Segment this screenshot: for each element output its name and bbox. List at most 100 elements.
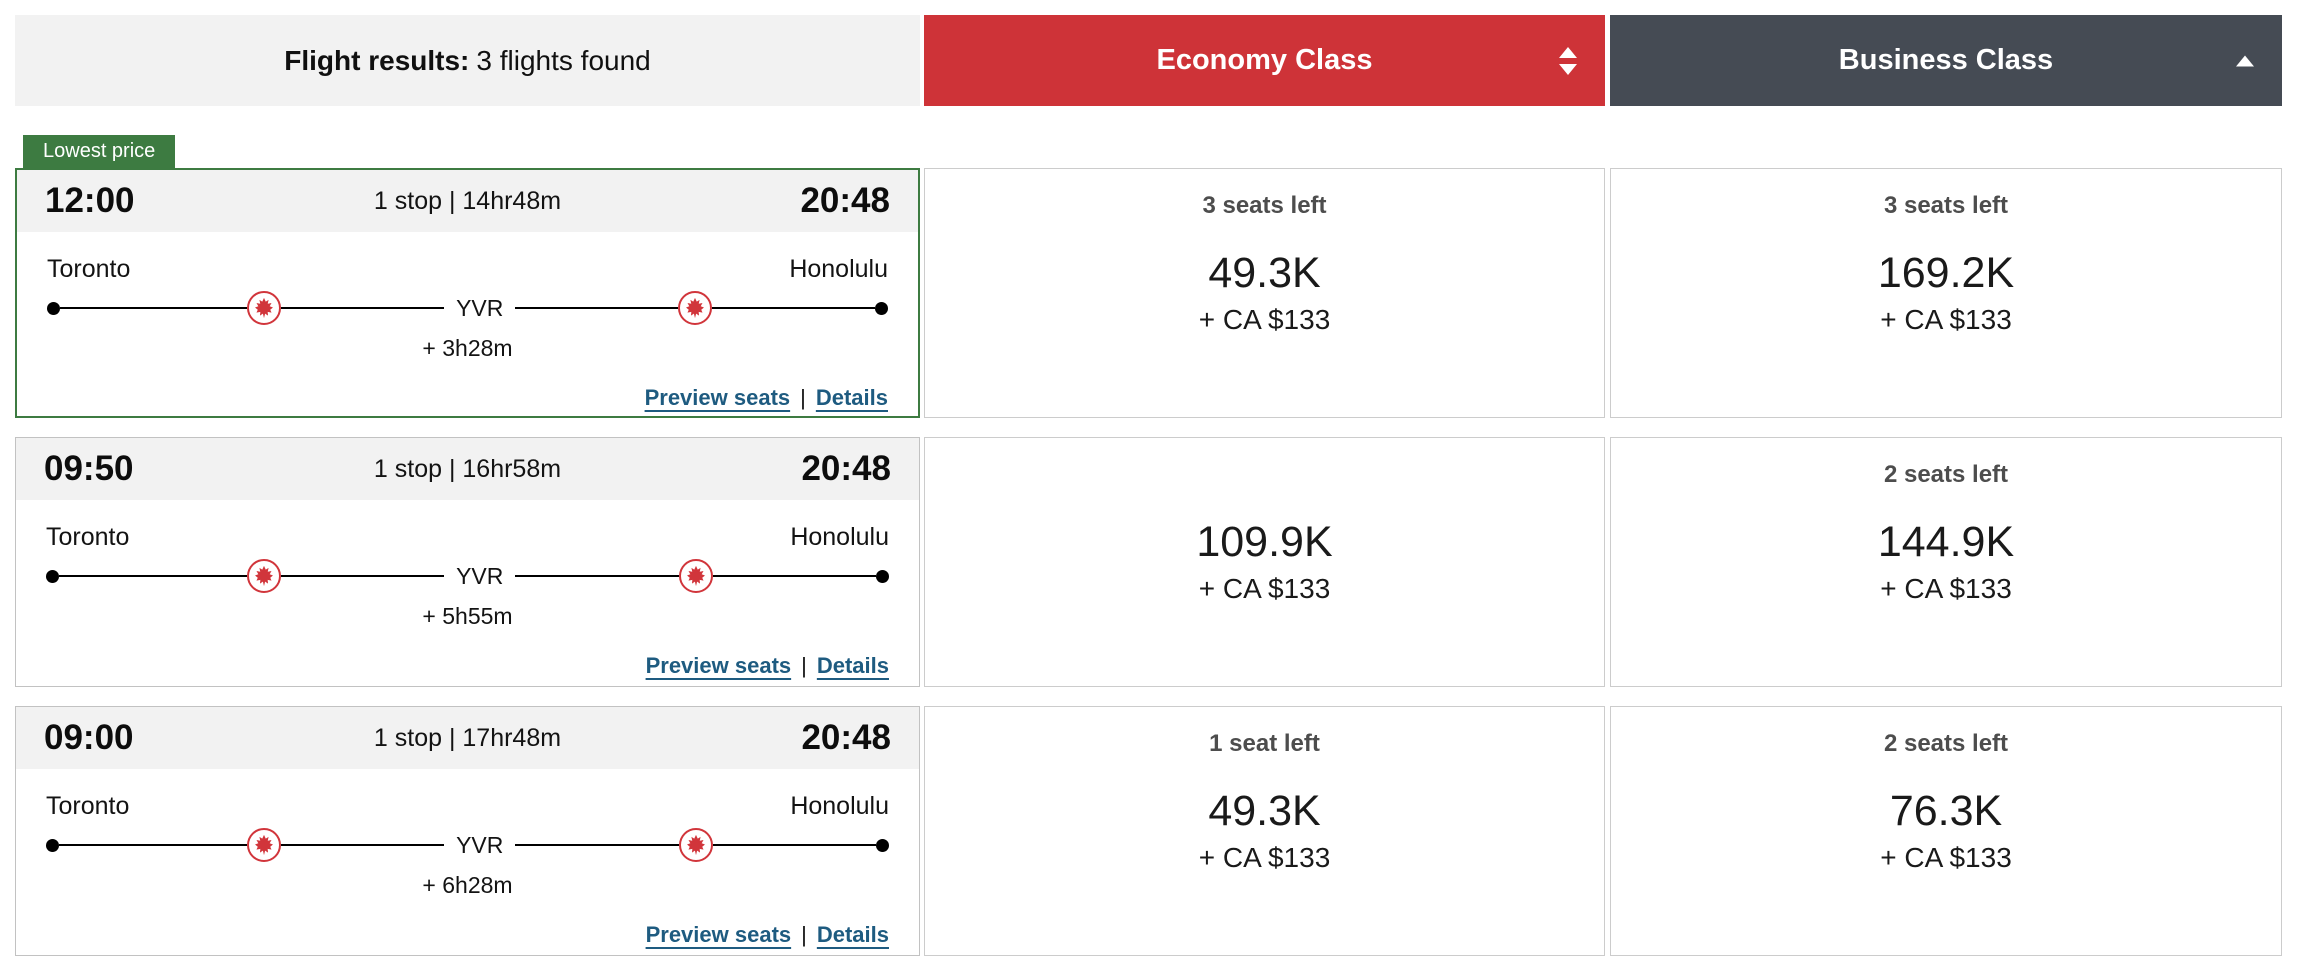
stopover-airport-code: YVR: [456, 562, 504, 589]
cash-surcharge: + CA $133: [1198, 842, 1331, 873]
route-line: [515, 844, 679, 846]
sort-up-arrow-icon: [1559, 46, 1577, 58]
route-end-dot: [874, 301, 888, 315]
arrival-time: 20:48: [801, 718, 891, 757]
business-fare-cell[interactable]: 3 seats left 169.2K + CA $133: [1610, 168, 2282, 418]
stopover-airport-code: YVR: [456, 294, 504, 321]
seats-left-label: 3 seats left: [1202, 192, 1327, 219]
route-section: Toronto Honolulu YVR: [16, 522, 919, 680]
route-line: [59, 575, 247, 577]
route-end-dot: [875, 569, 889, 583]
cash-surcharge: + CA $133: [1198, 573, 1331, 604]
sort-up-icon[interactable]: [2236, 55, 2254, 66]
origin-city: Toronto: [47, 255, 131, 283]
business-fare-cell[interactable]: 2 seats left 76.3K + CA $133: [1610, 706, 2282, 956]
maple-leaf-roundel-icon: [678, 559, 713, 593]
route-section: Toronto Honolulu YVR: [17, 254, 918, 412]
departure-time: 09:00: [44, 718, 134, 757]
route-line: [712, 307, 875, 309]
origin-city: Toronto: [46, 523, 130, 551]
lowest-price-badge: Lowest price: [23, 135, 176, 168]
maple-leaf-roundel-icon: [678, 828, 713, 862]
destination-city: Honolulu: [789, 255, 888, 283]
flight-row: 09:00 1 stop | 17hr48m 20:48 Toronto Hon…: [15, 706, 2282, 956]
route-line: [59, 844, 247, 846]
business-fare-cell[interactable]: 2 seats left 144.9K + CA $133: [1610, 437, 2282, 687]
route-line: [712, 844, 876, 846]
flight-card: 09:00 1 stop | 17hr48m 20:48 Toronto Hon…: [15, 706, 920, 956]
departure-time: 12:00: [45, 181, 135, 220]
results-label: Flight results:: [284, 44, 470, 76]
economy-fare-cell[interactable]: 109.9K + CA $133: [924, 437, 1605, 687]
economy-class-column-header[interactable]: Economy Class: [924, 15, 1605, 106]
details-link[interactable]: Details: [816, 653, 889, 678]
seats-left-label: 3 seats left: [1883, 192, 2009, 219]
flight-times-header: 09:00 1 stop | 17hr48m 20:48: [16, 707, 919, 769]
points-price: 169.2K: [1877, 249, 2015, 297]
economy-class-label: Economy Class: [1156, 44, 1373, 76]
flight-card: 09:50 1 stop | 16hr58m 20:48 Toronto Hon…: [15, 437, 920, 687]
results-count: 3 flights found: [476, 44, 651, 76]
stops-and-duration: 1 stop | 14hr48m: [373, 186, 562, 215]
points-price: 109.9K: [1196, 518, 1333, 566]
results-summary: Flight results: 3 flights found: [15, 15, 920, 106]
departure-time: 09:50: [44, 449, 134, 488]
link-separator: |: [801, 922, 807, 947]
cash-surcharge: + CA $133: [1880, 842, 2012, 873]
points-price: 76.3K: [1889, 787, 2003, 835]
preview-seats-link[interactable]: Preview seats: [645, 653, 792, 678]
route-start-dot: [46, 569, 59, 583]
maple-leaf-roundel-icon: [246, 828, 281, 862]
layover-duration: + 6h28m: [422, 872, 513, 898]
points-price: 49.3K: [1208, 787, 1321, 835]
sort-down-arrow-icon: [1559, 63, 1577, 75]
flight-card: 12:00 1 stop | 14hr48m 20:48 Toronto Hon…: [15, 168, 920, 418]
points-price: 49.3K: [1208, 249, 1321, 297]
route-line: [281, 307, 445, 309]
details-link[interactable]: Details: [815, 385, 888, 410]
economy-fare-cell[interactable]: 3 seats left 49.3K + CA $133: [924, 168, 1605, 418]
seats-left-label: 2 seats left: [1883, 730, 2009, 757]
route-line: [60, 307, 248, 309]
route-timeline: YVR: [47, 290, 888, 326]
link-separator: |: [800, 385, 806, 410]
layover-duration: + 5h55m: [422, 603, 513, 629]
route-start-dot: [46, 838, 59, 852]
stopover-airport-code: YVR: [456, 831, 504, 858]
flight-times-header: 12:00 1 stop | 14hr48m 20:48: [17, 170, 918, 232]
route-section: Toronto Honolulu YVR: [16, 791, 919, 949]
route-end-dot: [875, 838, 889, 852]
preview-seats-link[interactable]: Preview seats: [645, 922, 792, 947]
business-class-label: Business Class: [1838, 44, 2054, 76]
route-line: [515, 307, 679, 309]
maple-leaf-roundel-icon: [678, 291, 713, 325]
economy-fare-cell[interactable]: 1 seat left 49.3K + CA $133: [924, 706, 1605, 956]
badge-row: Lowest price: [15, 135, 2282, 168]
route-line: [280, 844, 445, 846]
cash-surcharge: + CA $133: [1880, 573, 2012, 604]
results-header: Flight results: 3 flights found Economy …: [15, 15, 2282, 106]
maple-leaf-roundel-icon: [247, 291, 282, 325]
arrival-time: 20:48: [800, 181, 890, 220]
flight-row: 09:50 1 stop | 16hr58m 20:48 Toronto Hon…: [15, 437, 2282, 687]
arrival-time: 20:48: [801, 449, 891, 488]
seats-left-label: 2 seats left: [1883, 461, 2009, 488]
link-separator: |: [801, 653, 807, 678]
cash-surcharge: + CA $133: [1198, 304, 1331, 335]
route-timeline: YVR: [46, 558, 889, 594]
route-timeline: YVR: [46, 827, 889, 863]
details-link[interactable]: Details: [816, 922, 889, 947]
sort-up-down-icon[interactable]: [1559, 46, 1577, 75]
seats-left-label: 1 seat left: [1209, 730, 1320, 757]
route-line: [515, 575, 679, 577]
business-class-column-header[interactable]: Business Class: [1610, 15, 2282, 106]
destination-city: Honolulu: [790, 523, 889, 551]
seats-left-label: [925, 460, 1604, 490]
destination-city: Honolulu: [790, 792, 889, 820]
route-line: [280, 575, 445, 577]
preview-seats-link[interactable]: Preview seats: [644, 385, 791, 410]
route-start-dot: [47, 301, 60, 315]
route-line: [712, 575, 876, 577]
sort-up-arrow-icon: [2236, 55, 2254, 66]
